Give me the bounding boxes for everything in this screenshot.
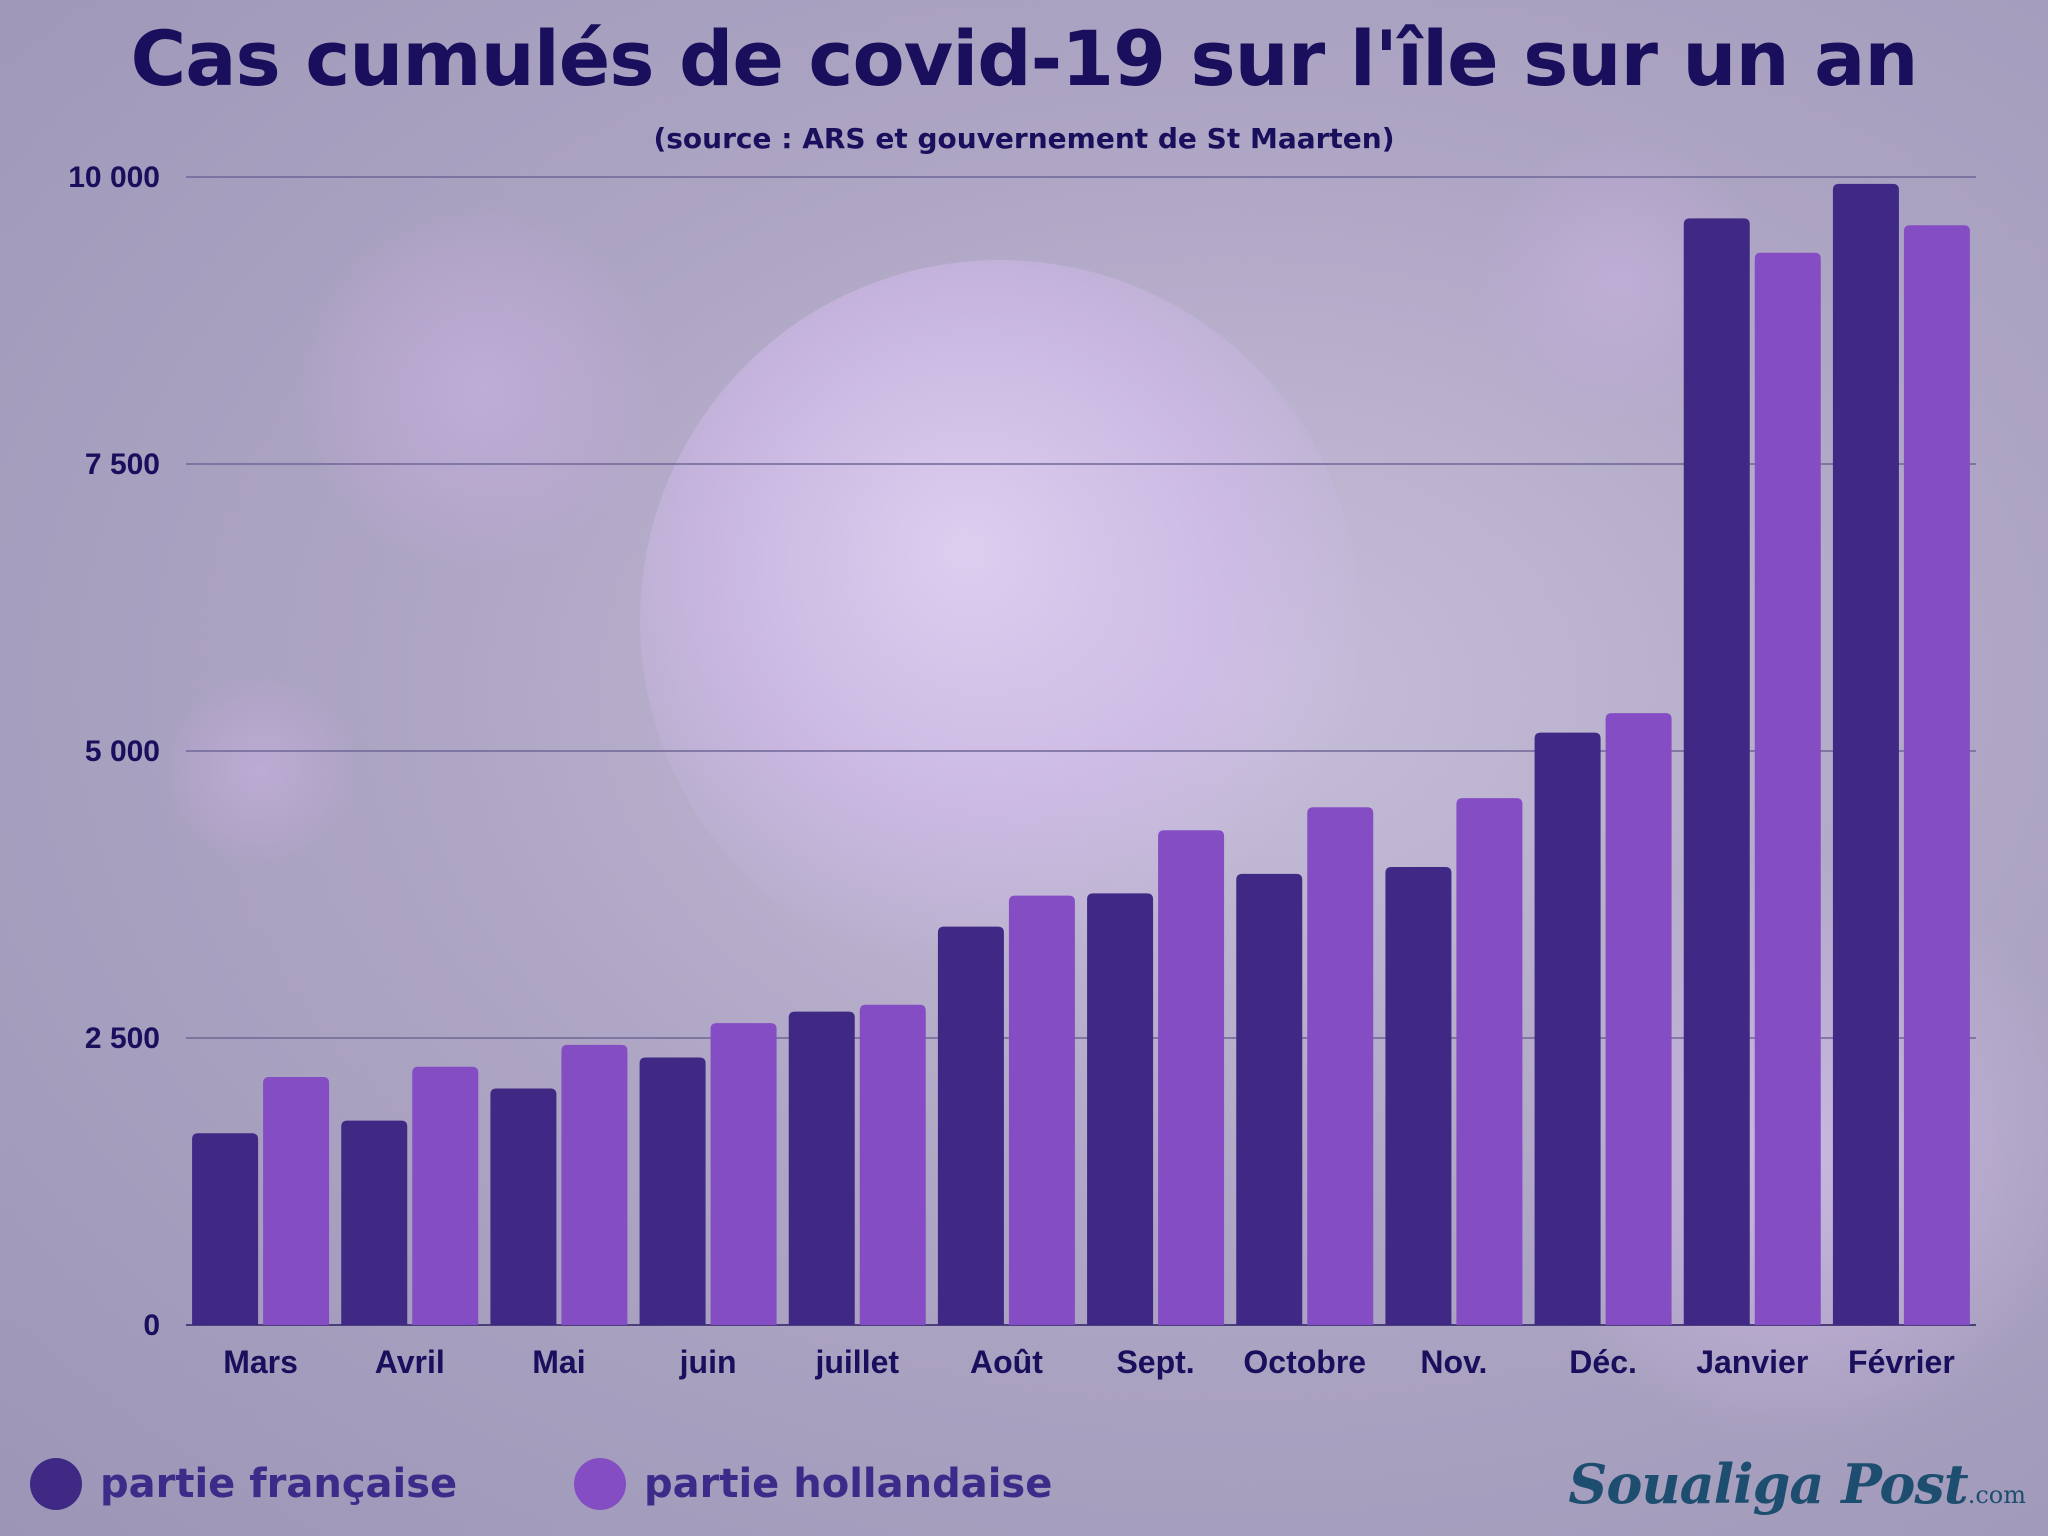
x-tick-label: Nov. [1420, 1344, 1487, 1380]
legend-swatch-dutch [574, 1458, 626, 1510]
bar-french [490, 1088, 557, 1325]
bar-dutch [859, 1004, 926, 1325]
chart-subtitle: (source : ARS et gouvernement de St Maar… [653, 122, 1395, 155]
bar-dutch [1158, 830, 1225, 1325]
bar-french [1236, 873, 1303, 1325]
x-tick-label: Août [970, 1344, 1043, 1380]
x-tick-label: Mars [223, 1344, 298, 1380]
x-axis-labels: Mars Avril Mai juin juillet Août Sept. Octobre N… [223, 1344, 1955, 1380]
bar-dutch [1903, 225, 1970, 1325]
legend-item-dutch: partie hollandaise [574, 1458, 1052, 1510]
bar-dutch [561, 1044, 628, 1325]
bar-dutch [263, 1077, 330, 1325]
bar-dutch [412, 1066, 479, 1325]
brand-logo: Soualiga Post.com [1568, 1452, 2026, 1516]
x-tick-label: Février [1848, 1344, 1955, 1380]
x-tick-label: Mai [532, 1344, 585, 1380]
bar-french [937, 926, 1004, 1325]
legend-label-dutch: partie hollandaise [644, 1461, 1053, 1507]
bar-dutch [1754, 252, 1821, 1325]
bar-french [1832, 183, 1899, 1326]
bar-french [788, 1011, 855, 1325]
y-tick-label: 10 000 [68, 161, 160, 194]
y-tick-label: 7 500 [85, 448, 160, 481]
gridlines [186, 176, 1976, 1326]
bars [192, 183, 1970, 1326]
bar-dutch [1456, 798, 1523, 1325]
bar-french [192, 1133, 259, 1325]
x-tick-label: Déc. [1569, 1344, 1637, 1380]
bar-dutch [1605, 713, 1672, 1325]
bar-chart: 0 2 500 5 000 7 500 10 000 Mars Avril Mai juin j… [68, 161, 1976, 1380]
y-tick-label: 5 000 [85, 735, 160, 768]
y-axis-labels: 0 2 500 5 000 7 500 10 000 [68, 161, 160, 1342]
x-tick-label: Avril [375, 1344, 445, 1380]
bar-french [1087, 893, 1154, 1325]
legend-label-french: partie française [100, 1461, 458, 1507]
y-tick-label: 2 500 [85, 1022, 160, 1055]
x-tick-label: Janvier [1696, 1344, 1808, 1380]
bar-french [341, 1120, 408, 1325]
bar-french [1534, 732, 1601, 1325]
x-tick-label: juillet [814, 1344, 899, 1380]
x-tick-label: juin [679, 1344, 737, 1380]
x-tick-label: Sept. [1116, 1344, 1194, 1380]
bar-dutch [1307, 807, 1374, 1325]
x-tick-label: Octobre [1243, 1344, 1366, 1380]
bar-french [1683, 218, 1750, 1325]
bar-dutch [1008, 895, 1075, 1325]
brand-suffix: .com [1967, 1481, 2026, 1509]
brand-name: Soualiga Post [1568, 1452, 1968, 1516]
bar-french [1385, 866, 1452, 1325]
y-tick-label: 0 [143, 1309, 160, 1342]
legend-swatch-french [30, 1458, 82, 1510]
bar-french [639, 1057, 706, 1325]
bar-dutch [710, 1023, 777, 1325]
legend-item-french: partie française [30, 1458, 457, 1510]
chart-title: Cas cumulés de covid-19 sur l'île sur un… [130, 14, 1919, 103]
